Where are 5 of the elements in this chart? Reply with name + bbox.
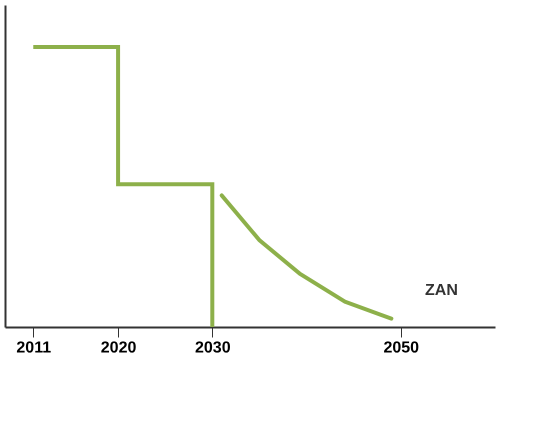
x-tick-label: 2011 <box>16 340 52 356</box>
x-tick-label: 2030 <box>195 340 231 356</box>
x-tick-label: 2050 <box>383 340 420 356</box>
x-tick-label: 2020 <box>100 340 136 356</box>
annotation: ZAN <box>425 282 458 299</box>
